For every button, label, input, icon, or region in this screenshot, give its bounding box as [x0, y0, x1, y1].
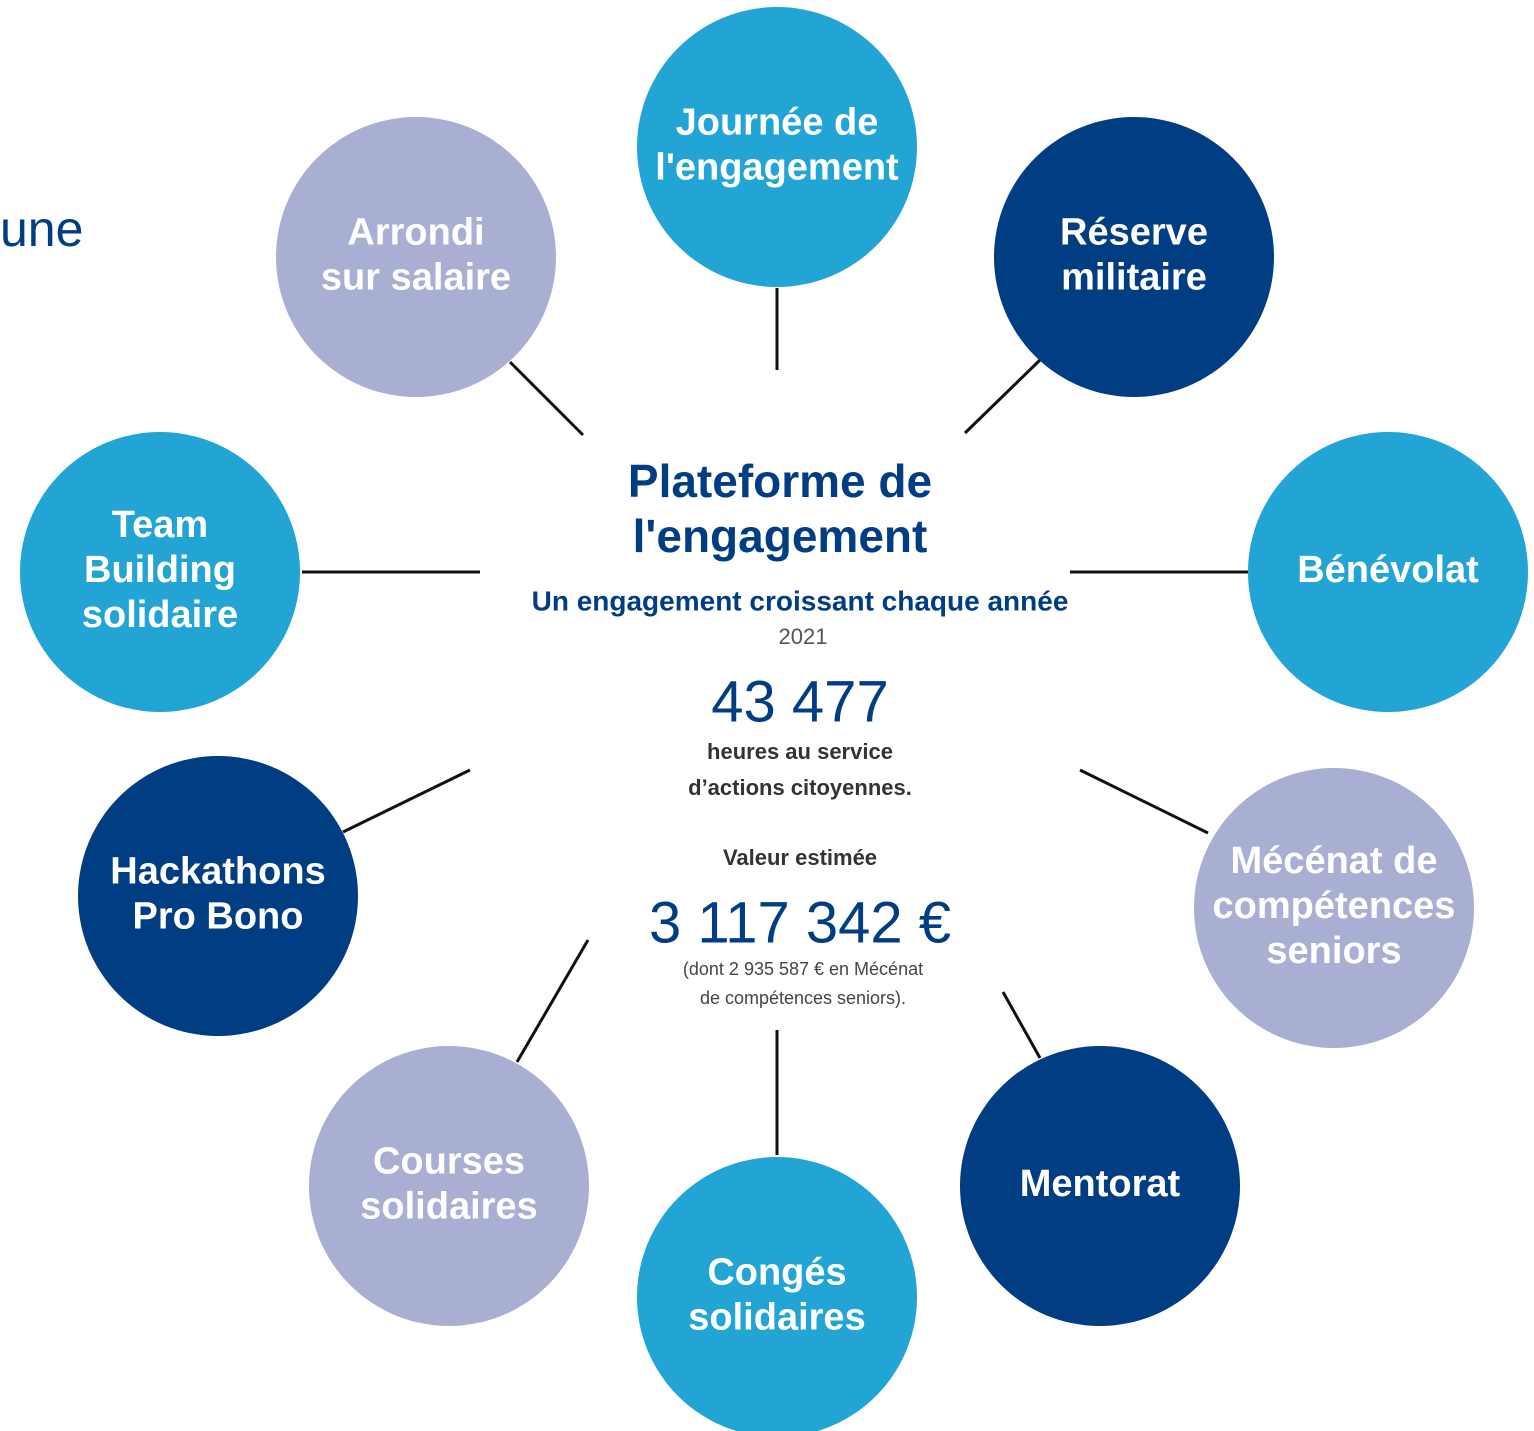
connector: [963, 358, 1042, 435]
node-circle: [78, 756, 358, 1036]
connector: [515, 939, 590, 1063]
subtitle: Un engagement croissant chaque année: [532, 585, 1069, 616]
node-label: Hackathons: [110, 851, 325, 893]
node-label: Mentorat: [1020, 1163, 1181, 1205]
value: 3 117 342 €: [649, 890, 951, 955]
node-circle: [1248, 432, 1528, 712]
value-note: de compétences seniors).: [700, 988, 906, 1008]
node-label: Team: [112, 504, 208, 546]
hours-caption: heures au service: [707, 739, 893, 764]
center-title: l'engagement: [633, 510, 928, 562]
node: Journée del'engagement: [637, 7, 917, 287]
node-label: Courses: [373, 1141, 525, 1183]
node-circle: [1194, 768, 1474, 1048]
connector: [1001, 991, 1042, 1059]
connector: [1079, 768, 1209, 835]
connector: [342, 768, 471, 834]
connectors: [302, 288, 1248, 1155]
node-circle: [309, 1046, 589, 1326]
node-circle: [637, 7, 917, 287]
connector: [508, 360, 585, 437]
node-label: Bénévolat: [1297, 549, 1479, 591]
node-label: solidaires: [688, 1297, 865, 1339]
node-label: Arrondi: [347, 212, 484, 254]
node-label: compétences: [1213, 885, 1456, 927]
node-label: l'engagement: [655, 147, 899, 189]
node-label: sur salaire: [321, 257, 511, 299]
node-circle: [994, 117, 1274, 397]
node-label: Mécénat de: [1231, 840, 1438, 882]
center-title: Plateforme de: [628, 455, 932, 507]
node-circle: [20, 432, 300, 712]
node-label: Building: [84, 549, 236, 591]
year: 2021: [779, 624, 828, 649]
hours-caption: d’actions citoyennes.: [688, 775, 912, 800]
node-label: Réserve: [1060, 212, 1208, 254]
node-label: Congés: [707, 1252, 846, 1294]
hours: 43 477: [711, 669, 888, 734]
node-circle: [276, 117, 556, 397]
node-label: militaire: [1061, 257, 1207, 299]
node-label: seniors: [1266, 930, 1401, 972]
partial-title: une: [0, 201, 83, 257]
value-label: Valeur estimée: [723, 845, 877, 870]
value-note: (dont 2 935 587 € en Mécénat: [683, 959, 923, 979]
node-label: Pro Bono: [133, 896, 304, 938]
node-label: solidaire: [82, 594, 238, 636]
node-circle: [637, 1157, 917, 1431]
node-label: solidaires: [360, 1186, 537, 1228]
node: Bénévolat: [1248, 432, 1528, 712]
node: Mentorat: [960, 1046, 1240, 1326]
node-circle: [960, 1046, 1240, 1326]
node-label: Journée de: [676, 102, 879, 144]
